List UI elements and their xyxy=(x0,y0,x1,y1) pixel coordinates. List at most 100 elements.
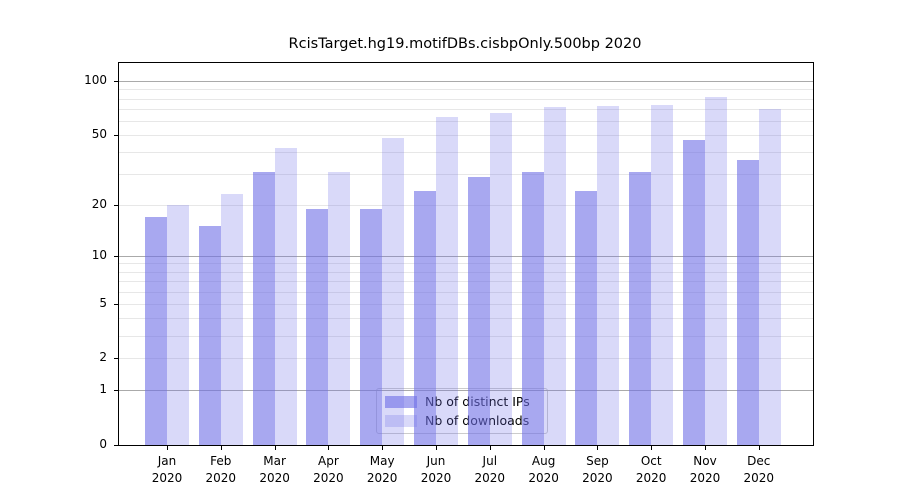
x-tick-label-year: 2020 xyxy=(313,470,344,485)
bar-downloads xyxy=(436,117,458,445)
x-tick xyxy=(597,446,599,450)
bar-distinct-ips xyxy=(575,191,598,445)
legend-row-downloads: Nb of downloads xyxy=(385,413,539,428)
y-tick-label: 100 xyxy=(84,73,107,88)
gridline-minor xyxy=(119,335,813,337)
bar-downloads xyxy=(167,204,189,445)
bar-distinct-ips xyxy=(252,171,275,445)
x-tick-label-year: 2020 xyxy=(582,470,613,485)
x-tick-label-year: 2020 xyxy=(151,470,183,485)
plot-area: Nb of distinct IPs Nb of downloads Jan 20… xyxy=(114,62,814,485)
gridline-minor xyxy=(119,271,813,273)
x-tick-label: Jan 2020 xyxy=(137,453,197,486)
x-tick xyxy=(382,446,384,450)
x-tick-label: Jul 2020 xyxy=(460,453,520,486)
x-tick xyxy=(274,446,276,450)
x-tick-label: Aug 2020 xyxy=(514,453,574,486)
gridline-minor xyxy=(119,204,813,206)
y-tick-label: 20 xyxy=(91,196,107,211)
x-tick-label: Oct 2020 xyxy=(621,453,681,486)
gridline-minor xyxy=(119,281,813,282)
gridline-minor xyxy=(119,108,813,110)
bar-distinct-ips xyxy=(360,208,383,445)
x-tick-label: Feb 2020 xyxy=(191,453,251,486)
x-tick-label: Jun 2020 xyxy=(406,453,466,486)
bar-distinct-ips xyxy=(521,171,544,445)
x-tick-label-month: Jul xyxy=(482,454,498,468)
bar-distinct-ips xyxy=(683,139,705,445)
x-tick-label: Nov 2020 xyxy=(675,453,735,486)
bar-downloads xyxy=(758,108,781,445)
bar-distinct-ips xyxy=(306,208,329,445)
x-tick-label: Mar 2020 xyxy=(245,453,305,486)
x-tick-label-year: 2020 xyxy=(474,470,506,485)
gridline-minor xyxy=(119,358,813,360)
bar-downloads xyxy=(220,194,243,445)
y-tick-label: 5 xyxy=(99,295,107,310)
bar-downloads xyxy=(274,148,297,445)
legend-swatch-downloads xyxy=(385,414,417,427)
legend-row-distinct-ips: Nb of distinct IPs xyxy=(385,394,539,409)
legend-swatch-distinct-ips xyxy=(385,395,417,408)
gridline-minor xyxy=(119,152,813,154)
x-tick-label-month: Aug xyxy=(531,454,556,468)
y-tick xyxy=(114,390,118,392)
y-tick xyxy=(114,255,118,257)
y-tick-label: 2 xyxy=(99,350,107,365)
x-tick xyxy=(328,446,330,450)
x-tick-label: Sep 2020 xyxy=(567,453,627,486)
x-tick xyxy=(489,446,491,450)
y-tick xyxy=(114,303,118,305)
x-tick-label-month: Feb xyxy=(210,454,232,468)
gridline-minor xyxy=(119,120,813,122)
x-tick xyxy=(220,446,222,450)
bar-distinct-ips xyxy=(145,217,167,445)
x-tick-label-month: Jun xyxy=(426,454,446,468)
gridline-major xyxy=(119,255,813,257)
y-tick xyxy=(114,204,118,206)
y-tick-label: 10 xyxy=(91,247,107,262)
x-tick xyxy=(758,446,760,450)
x-tick-label-month: Mar xyxy=(263,454,286,468)
x-tick xyxy=(436,446,437,450)
x-tick-label-year: 2020 xyxy=(420,470,452,485)
y-tick xyxy=(114,358,118,360)
y-tick xyxy=(114,134,118,136)
bar-downloads xyxy=(489,113,512,445)
x-tick-label-month: Nov xyxy=(693,454,717,468)
y-tick xyxy=(114,445,118,446)
x-tick xyxy=(651,446,653,450)
bar-downloads xyxy=(651,104,674,445)
bar-downloads xyxy=(705,96,727,445)
gridline-minor xyxy=(119,318,813,320)
x-tick-label-year: 2020 xyxy=(528,470,559,485)
y-tick-label: 1 xyxy=(99,382,107,397)
x-tick-label-month: Apr xyxy=(318,454,339,468)
x-tick xyxy=(705,446,706,450)
bar-distinct-ips xyxy=(736,160,759,445)
bar-distinct-ips xyxy=(629,171,652,445)
y-tick xyxy=(114,81,118,83)
x-tick-label-month: Sep xyxy=(586,454,609,468)
x-tick xyxy=(167,446,168,450)
gridline-minor xyxy=(119,89,813,91)
gridline-minor xyxy=(119,134,813,136)
y-tick-label: 50 xyxy=(91,126,107,141)
bar-downloads xyxy=(328,171,351,445)
chart-title: RcisTarget.hg19.motifDBs.cisbpOnly.500bp… xyxy=(288,36,642,52)
x-tick-label-year: 2020 xyxy=(259,470,290,485)
x-tick-label-month: May xyxy=(369,454,395,468)
x-tick-label-year: 2020 xyxy=(743,470,775,485)
gridline-major xyxy=(119,390,813,392)
y-tick-label: 0 xyxy=(99,437,107,451)
x-tick-label-year: 2020 xyxy=(635,470,667,485)
legend: Nb of distinct IPs Nb of downloads xyxy=(376,388,548,434)
gridline-minor xyxy=(119,174,813,176)
bar-downloads xyxy=(597,105,620,445)
x-tick-label-month: Jan xyxy=(157,454,177,468)
x-tick-label-year: 2020 xyxy=(689,470,721,485)
gridline-minor xyxy=(119,98,813,100)
bar-distinct-ips xyxy=(198,226,221,445)
x-tick-label-month: Dec xyxy=(747,454,771,468)
